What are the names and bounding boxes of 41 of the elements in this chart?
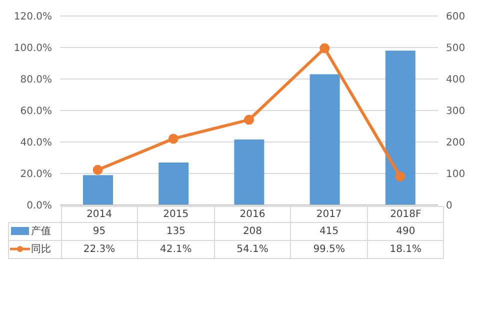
data-label: 135 — [138, 222, 214, 240]
point — [395, 171, 406, 182]
data-label: 54.1% — [214, 240, 291, 258]
y-tick-label: 80.0% — [20, 74, 52, 86]
y2-tick-label: 100 — [446, 169, 466, 180]
data-label: 415 — [290, 222, 368, 240]
y2-tick-label: 0 — [446, 200, 452, 212]
bar — [158, 162, 189, 205]
y-tick-label: 100.0% — [14, 43, 52, 54]
x-tick-label: 2017 — [290, 206, 368, 222]
legend-label: 同比 — [31, 242, 51, 256]
y2-tick-label: 500 — [446, 43, 466, 54]
data-label: 490 — [367, 222, 444, 240]
bar — [83, 175, 113, 205]
legend-label: 产值 — [31, 224, 51, 238]
y-tick-label: 20.0% — [20, 169, 52, 180]
point — [168, 134, 178, 144]
y-tick-label: 40.0% — [20, 138, 52, 149]
bar — [234, 139, 264, 205]
y-tick-label: 60.0% — [20, 106, 52, 118]
y2-tick-label: 300 — [446, 106, 466, 118]
x-tick-label: 2015 — [138, 206, 214, 222]
y-tick-label: 0.0% — [26, 200, 52, 212]
data-label: 18.1% — [367, 240, 444, 258]
data-label: 95 — [61, 222, 138, 240]
y2-tick-label: 400 — [446, 74, 466, 86]
bar — [310, 74, 340, 205]
x-tick-label: 2014 — [61, 206, 138, 222]
point — [244, 114, 254, 125]
y-tick-label: 120.0% — [14, 12, 52, 23]
data-label: 42.1% — [138, 240, 214, 258]
data-label: 22.3% — [61, 240, 138, 258]
x-tick-label: 2018F — [367, 206, 444, 222]
data-label: 99.5% — [290, 240, 368, 258]
y2-tick-label: 600 — [446, 12, 466, 23]
x-tick-label: 2016 — [214, 206, 291, 222]
data-label: 208 — [214, 222, 291, 240]
y2-tick-label: 200 — [446, 138, 466, 149]
point — [320, 43, 330, 54]
point — [92, 164, 103, 175]
bar — [385, 50, 416, 205]
